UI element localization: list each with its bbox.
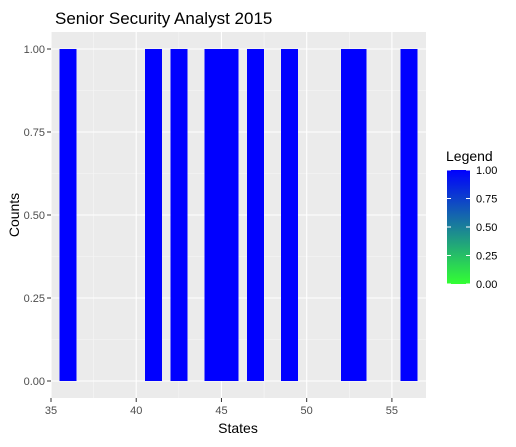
bars <box>59 49 418 381</box>
x-tick-label: 50 <box>301 405 313 417</box>
legend-label: 0.75 <box>476 194 497 206</box>
y-tick-label: 0.50 <box>24 210 45 222</box>
legend: Legend 1.00 0.75 0.50 0.25 0.00 <box>446 148 497 291</box>
bar <box>144 49 162 381</box>
y-tick-label: 1.00 <box>24 44 45 56</box>
legend-label: 0.50 <box>476 222 497 234</box>
x-tick-label: 40 <box>130 405 142 417</box>
y-axis-ticks: 0.00 0.25 0.50 0.75 1.00 <box>24 44 51 388</box>
bar <box>221 49 239 381</box>
chart-title: Senior Security Analyst 2015 <box>55 9 272 28</box>
legend-label: 1.00 <box>476 165 497 177</box>
x-axis-ticks: 35 40 45 50 55 <box>45 398 398 417</box>
bar <box>400 49 418 381</box>
bar <box>349 49 367 381</box>
x-tick-label: 45 <box>215 405 227 417</box>
bar <box>247 49 265 381</box>
bar <box>59 49 77 381</box>
bar <box>281 49 299 381</box>
x-tick-label: 55 <box>386 405 398 417</box>
legend-label: 0.25 <box>476 251 497 263</box>
legend-colorbar <box>447 170 470 284</box>
y-tick-label: 0.75 <box>24 127 45 139</box>
x-axis-label: States <box>218 420 258 436</box>
legend-labels: 1.00 0.75 0.50 0.25 0.00 <box>447 165 497 291</box>
legend-title: Legend <box>446 148 493 164</box>
y-tick-label: 0.25 <box>24 293 45 305</box>
y-tick-label: 0.00 <box>24 376 45 388</box>
y-axis-label: Counts <box>6 193 22 237</box>
legend-label: 0.00 <box>476 279 497 291</box>
x-tick-label: 35 <box>45 405 57 417</box>
bar <box>170 49 188 381</box>
